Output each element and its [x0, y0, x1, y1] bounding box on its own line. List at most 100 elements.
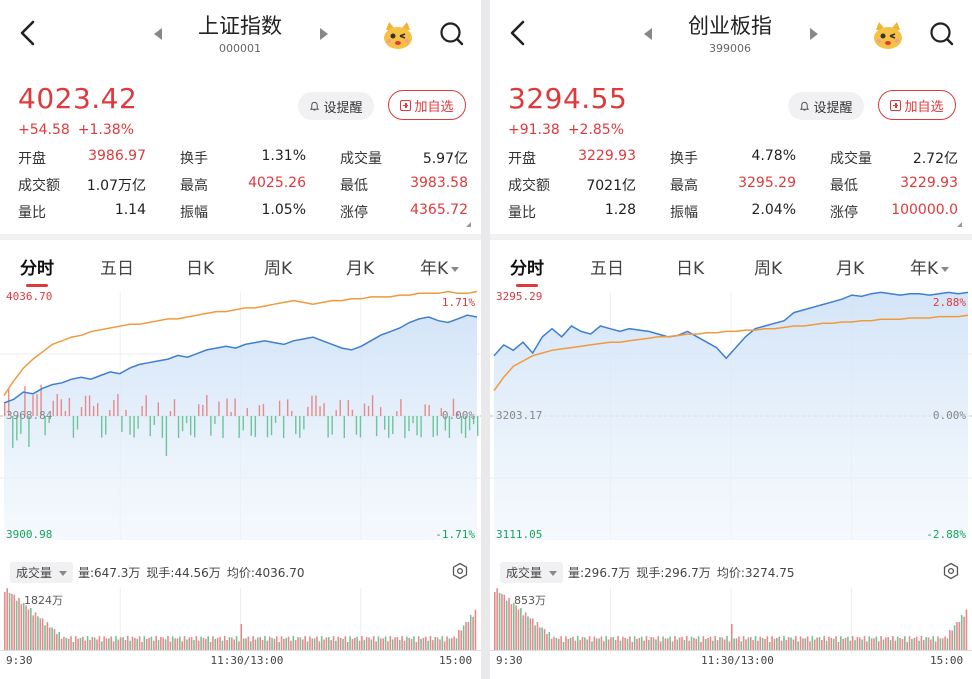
- volume-bar: [129, 640, 131, 650]
- volume-bar: [505, 600, 508, 650]
- volume-bar: [633, 636, 636, 650]
- tick-bar: [323, 403, 325, 416]
- volume-bar: [716, 640, 719, 650]
- expand-corner-icon[interactable]: [466, 222, 471, 227]
- volume-bar: [413, 636, 415, 650]
- settings-gear-icon[interactable]: [942, 562, 960, 580]
- intraday-chart[interactable]: 3295.29 3203.17 3111.05 2.88% 0.00% -2.88%: [490, 286, 972, 554]
- volume-bar: [358, 640, 361, 650]
- tab-intraday[interactable]: 分时: [20, 254, 54, 287]
- volume-bar: [899, 637, 901, 650]
- tab-label: 月K: [346, 259, 375, 279]
- volume-bar: [27, 609, 30, 650]
- next-index-icon[interactable]: [810, 28, 818, 40]
- volume-bar: [937, 636, 939, 650]
- prev-index-icon[interactable]: [644, 28, 652, 40]
- volume-bar: [557, 638, 560, 650]
- prev-index-icon[interactable]: [154, 28, 162, 40]
- tab-monthly-k[interactable]: 月K: [346, 254, 374, 279]
- volume-bar: [704, 638, 707, 650]
- tab-daily-k[interactable]: 日K: [676, 254, 704, 279]
- tick-bar: [28, 416, 30, 447]
- volume-bar: [842, 638, 844, 650]
- volume-bar: [439, 639, 441, 650]
- back-icon[interactable]: [504, 16, 532, 50]
- back-icon[interactable]: [14, 16, 42, 50]
- stat-value: 4365.72: [410, 202, 468, 218]
- settings-gear-icon[interactable]: [451, 562, 469, 580]
- tab-five-day[interactable]: 五日: [590, 254, 624, 279]
- search-icon[interactable]: [438, 20, 466, 48]
- tab-weekly-k[interactable]: 周K: [754, 254, 782, 279]
- intraday-chart[interactable]: 4036.70 3968.84 3900.98 1.71% 0.00% -1.71%: [0, 286, 481, 554]
- volume-bar: [648, 640, 650, 650]
- last-price: 4023.42: [18, 82, 138, 115]
- volume-bar: [821, 640, 823, 650]
- tick-bar: [363, 403, 366, 416]
- volume-bar: [167, 636, 169, 650]
- volume-bar: [854, 640, 856, 650]
- volume-bar: [911, 638, 913, 650]
- volume-bar: [723, 639, 726, 650]
- add-watchlist-button[interactable]: 加自选: [388, 90, 466, 120]
- volume-bar: [424, 636, 427, 650]
- tick-bar: [477, 416, 479, 436]
- tab-monthly-k[interactable]: 月K: [836, 254, 864, 279]
- volume-bar: [174, 638, 176, 650]
- axis-label-bottom: 3111.05: [496, 528, 543, 541]
- volume-bar: [434, 637, 437, 650]
- volume-bar: [212, 636, 214, 650]
- tick-bar: [371, 395, 374, 416]
- volume-bar: [44, 625, 46, 650]
- volume-bar: [681, 637, 683, 650]
- tick-bar: [8, 388, 10, 416]
- tick-bar: [234, 398, 236, 416]
- volume-bar: [913, 637, 916, 650]
- tab-intraday[interactable]: 分时: [510, 254, 544, 287]
- tab-yearly-k[interactable]: 年K: [910, 254, 950, 279]
- volume-bar: [152, 640, 155, 650]
- volume-bar: [377, 636, 380, 650]
- indicator-select[interactable]: 成交量: [10, 562, 73, 583]
- volume-bar: [169, 641, 172, 650]
- set-alert-button[interactable]: 设提醒: [298, 92, 374, 120]
- volume-bar: [889, 640, 892, 650]
- volume-bar: [588, 636, 591, 650]
- search-icon[interactable]: [928, 20, 956, 48]
- tab-five-day[interactable]: 五日: [100, 254, 134, 279]
- mascot-icon[interactable]: [872, 20, 904, 50]
- volume-bar: [747, 637, 750, 650]
- volume-bar: [207, 636, 209, 650]
- volume-bar: [607, 639, 610, 650]
- tab-yearly-k[interactable]: 年K: [420, 254, 460, 279]
- tab-weekly-k[interactable]: 周K: [264, 254, 292, 279]
- indicator-select[interactable]: 成交量: [500, 562, 563, 583]
- volume-bar: [866, 641, 868, 650]
- chevron-down-icon: [941, 266, 950, 272]
- volume-bar: [593, 636, 596, 650]
- volume-chart: [0, 588, 481, 654]
- volume-bar: [143, 636, 146, 650]
- next-index-icon[interactable]: [320, 28, 328, 40]
- tick-bar: [4, 402, 6, 416]
- volume-bar: [283, 638, 285, 650]
- tab-label: 年K: [420, 259, 449, 279]
- stat-value: 1.28: [604, 202, 636, 218]
- volume-bar: [271, 637, 273, 650]
- axis-label-top-pct: 2.88%: [932, 296, 966, 309]
- volume-bar: [861, 639, 863, 650]
- tick-bar: [169, 411, 172, 416]
- volume-bar: [792, 639, 795, 650]
- volume-bar: [299, 637, 302, 650]
- volume-bar: [197, 640, 200, 650]
- set-alert-button[interactable]: 设提醒: [788, 92, 864, 120]
- tab-daily-k[interactable]: 日K: [186, 254, 214, 279]
- volume-bar: [233, 639, 236, 650]
- tick-bar: [282, 416, 285, 438]
- expand-corner-icon[interactable]: [957, 222, 962, 227]
- add-watchlist-button[interactable]: 加自选: [878, 90, 956, 120]
- volume-bar: [735, 638, 738, 650]
- mascot-icon[interactable]: [382, 20, 414, 50]
- price-line: [3, 314, 478, 404]
- volume-bar: [636, 638, 638, 650]
